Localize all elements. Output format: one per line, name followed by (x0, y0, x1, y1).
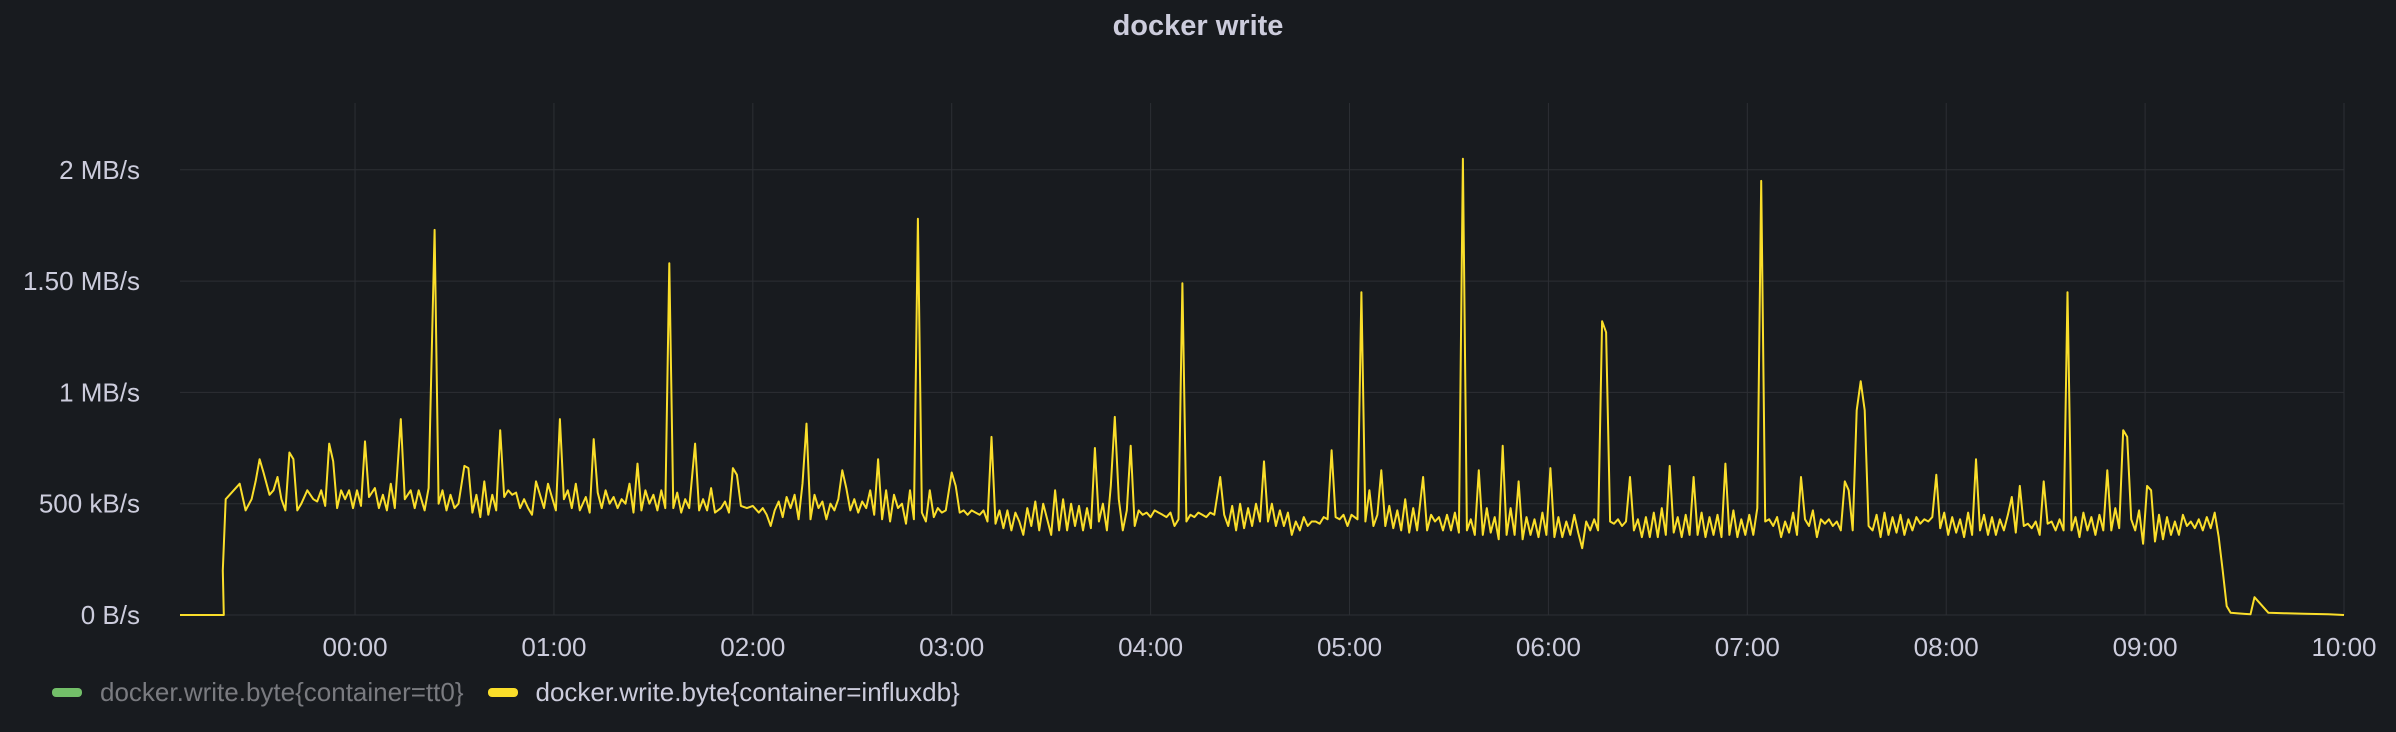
x-tick-label: 07:00 (1715, 632, 1780, 662)
legend: docker.write.byte{container=tt0} docker.… (52, 672, 984, 712)
x-tick-label: 02:00 (720, 632, 785, 662)
x-tick-label: 08:00 (1914, 632, 1979, 662)
legend-swatch-tt0 (52, 687, 82, 697)
y-tick-label: 2 MB/s (59, 155, 140, 185)
x-tick-label: 01:00 (521, 632, 586, 662)
grid (180, 103, 2345, 616)
x-tick-label: 06:00 (1516, 632, 1581, 662)
legend-item-tt0[interactable]: docker.write.byte{container=tt0} (52, 677, 464, 708)
legend-label-influxdb: docker.write.byte{container=influxdb} (535, 676, 960, 707)
y-tick-label: 500 kB/s (39, 489, 140, 519)
y-tick-label: 1 MB/s (59, 377, 140, 407)
legend-swatch-influxdb (487, 687, 518, 697)
chart-svg: 0 B/s 500 kB/s 1 MB/s 1.50 MB/s 2 MB/s 00:00… (23, 103, 2377, 662)
x-tick-label: 03:00 (919, 632, 984, 662)
x-tick-label: 00:00 (322, 632, 387, 662)
x-tick-label: 05:00 (1317, 632, 1382, 662)
x-tick-label: 10:00 (2311, 632, 2376, 662)
x-tick-label: 09:00 (2113, 632, 2178, 662)
y-tick-label: 0 B/s (81, 600, 140, 630)
x-axis-ticks: 00:00 01:00 02:00 03:00 04:00 05:00 06:00 07:00… (322, 632, 2376, 662)
legend-item-influxdb[interactable]: docker.write.byte{container=influxdb} (487, 676, 960, 708)
panel-title[interactable]: docker write (1112, 10, 1284, 42)
series-layer[interactable] (180, 157, 2345, 616)
series-line-1[interactable] (180, 157, 2345, 616)
y-axis-ticks: 0 B/s 500 kB/s 1 MB/s 1.50 MB/s 2 MB/s (23, 155, 140, 630)
legend-label-tt0: docker.write.byte{container=tt0} (100, 676, 464, 707)
x-tick-label: 04:00 (1118, 632, 1183, 662)
y-tick-label: 1.50 MB/s (23, 266, 140, 296)
